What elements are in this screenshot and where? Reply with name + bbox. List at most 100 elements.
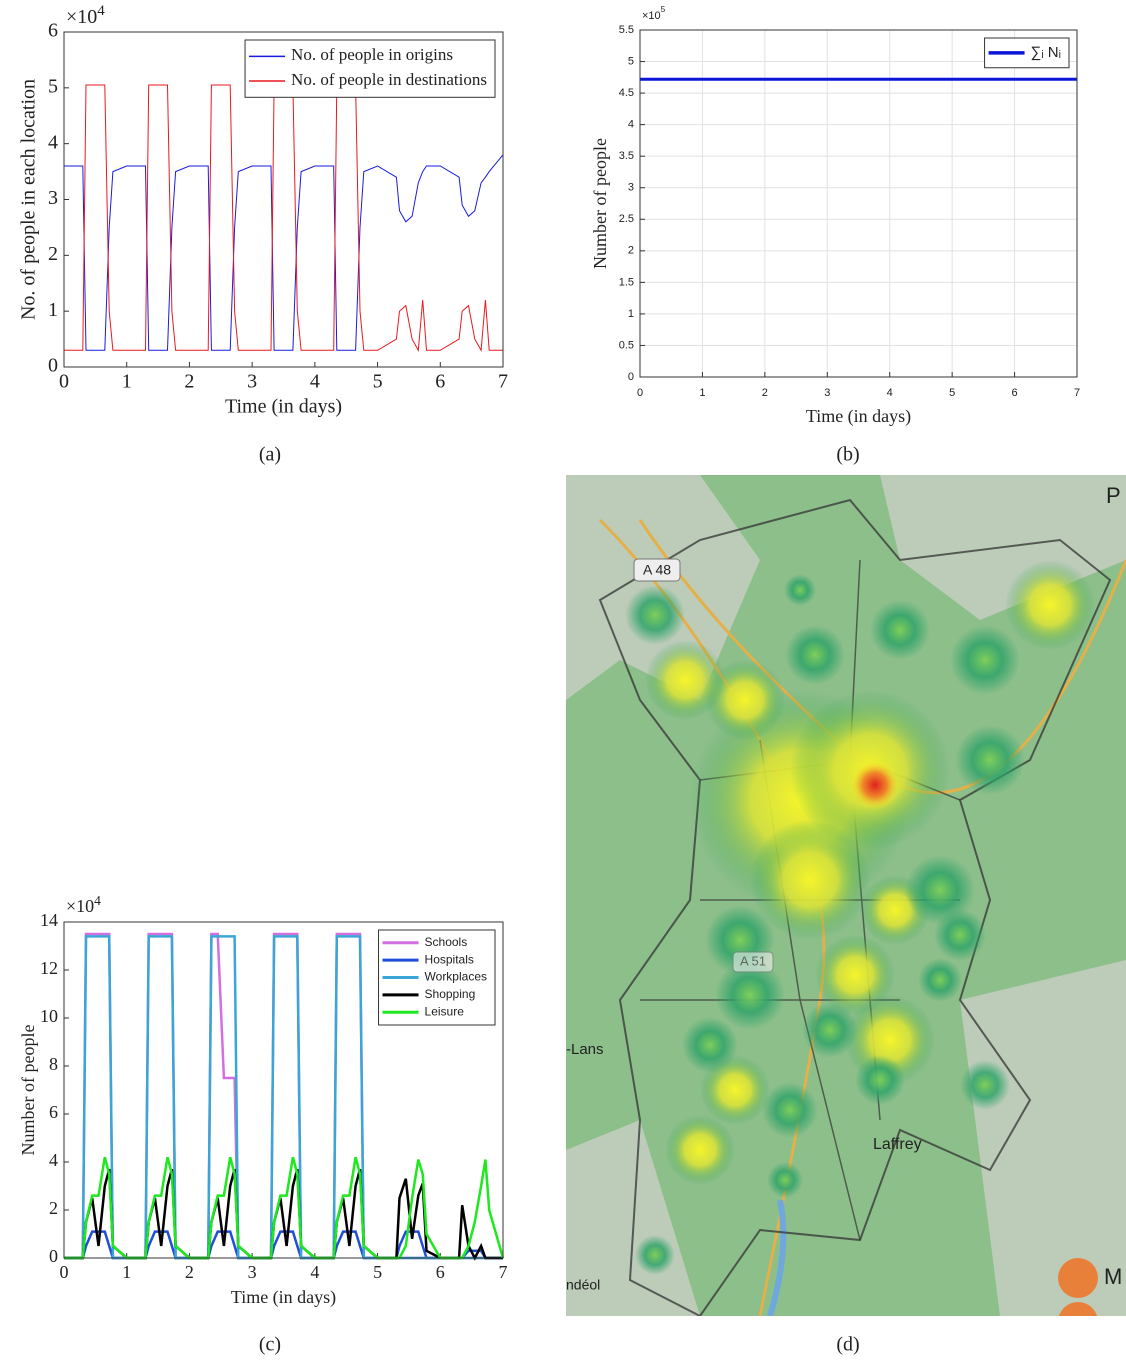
y-axis-label: Number of people [590,138,610,269]
heat-spot [645,640,725,720]
legend-label: ∑ᵢ Nᵢ [1031,44,1061,61]
multiplier-base: ×10 [642,10,661,22]
y-tick-label: 0 [48,355,58,377]
y-axis-label: No. of people in each location [18,79,40,320]
heat-spot [785,625,845,685]
x-tick-label: 6 [1012,387,1018,399]
x-tick-label: 1 [122,1262,131,1282]
y-tick-label: 14 [40,910,58,930]
x-axis-label: Time (in days) [231,1287,336,1308]
multiplier-exponent: 4 [97,3,105,19]
y-tick-label: 3 [48,187,58,209]
y-tick-label: 2 [48,243,58,265]
y-tick-label: 10 [40,1006,58,1026]
y-tick-label: 4 [628,119,634,131]
heat-spot [955,725,1025,795]
legend-label: Workplaces [425,970,487,984]
y-tick-label: 5 [628,55,634,67]
y-tick-label: 6 [49,1102,58,1122]
x-tick-label: 2 [184,371,194,393]
legend: No. of people in origins No. of people in… [244,39,496,98]
heat-spot [700,1055,770,1125]
legend: Schools Hospitals Workplaces Shopping Leisur… [378,929,496,1026]
series-line [64,1156,505,1260]
heat-spot [855,1055,905,1105]
x-tick-label: 6 [436,1262,445,1282]
y-tick-label: 3.5 [619,150,634,162]
x-tick-label: 5 [373,371,383,393]
heat-spot [665,1115,735,1185]
map: A 48 A 51 -Lans Laffrey ndéol P M [566,475,1126,1316]
map-label: Laffrey [873,1136,922,1153]
heat-spot [625,585,685,645]
legend-label: Shopping [425,987,476,1001]
axis-multiplier: ×104 [66,893,101,916]
heat-spot [960,1060,1010,1110]
heat-spot [762,1082,818,1138]
map-label: M [1104,1264,1122,1289]
heat-spot [635,1235,675,1275]
commune-borders [598,498,1112,1316]
plot-area [640,30,1077,377]
x-tick-label: 5 [949,387,955,399]
x-tick-label: 0 [59,371,69,393]
legend-label: No. of people in destinations [291,70,487,89]
y-tick-label: 5 [48,75,58,97]
y-tick-label: 1 [48,299,58,321]
x-tick-label: 6 [435,371,445,393]
heat-spot [905,855,975,925]
map-label: -Lans [566,1041,604,1058]
heat-spot [934,909,986,961]
x-tick-label: 7 [499,1262,508,1282]
y-tick-label: 2.5 [619,213,634,225]
x-tick-label: 2 [185,1262,194,1282]
map-label: ndéol [566,1277,600,1293]
heat-spot [802,1002,858,1058]
x-tick-label: 3 [247,371,257,393]
caption: (d) [836,1334,859,1356]
x-tick-label: 0 [637,387,643,399]
y-tick-label: 5.5 [619,24,634,36]
y-axis-label: Number of people [18,1025,38,1156]
y-tick-label: 8 [49,1054,58,1074]
multiplier-base: ×10 [66,896,94,916]
heat-spot [815,935,895,1015]
x-tick-label: 0 [60,1262,69,1282]
x-tick-label: 2 [762,387,768,399]
legend-frame [244,39,496,98]
heat-spot [850,760,900,810]
legend-label: Leisure [425,1004,465,1018]
legend-frame [984,37,1070,69]
y-tick-label: 1 [628,308,634,320]
heat-spot [870,600,930,660]
x-tick-label: 4 [310,371,320,393]
y-tick-label: 2 [49,1198,58,1218]
x-tick-label: 4 [887,387,893,399]
plot-frame [63,31,504,368]
multiplier-exponent: 5 [661,5,666,14]
y-tick-label: 4 [48,131,58,153]
caption: (b) [836,444,859,466]
caption: (c) [259,1334,281,1356]
chart: 0 1 2 3 4 5 6 700.511.522.533.544.555.5×105Time… [590,5,1080,427]
heat-spot [750,820,870,940]
heat-spot [784,574,816,606]
legend-label: No. of people in origins [291,45,453,64]
legend: ∑ᵢ Nᵢ [984,37,1070,69]
heat-spot [767,1162,803,1198]
map-label: A 51 [740,953,766,968]
plot-frame [63,921,504,1259]
x-tick-label: 1 [699,387,705,399]
heat-spot [918,958,962,1002]
plot-frame [639,29,1078,378]
x-tick-label: 3 [824,387,830,399]
y-tick-label: 0 [49,1246,58,1266]
river [767,1199,787,1316]
x-tick-label: 3 [248,1262,257,1282]
y-tick-label: 4.5 [619,87,634,99]
heatmap [625,560,1095,1275]
y-tick-label: 0.5 [619,339,634,351]
